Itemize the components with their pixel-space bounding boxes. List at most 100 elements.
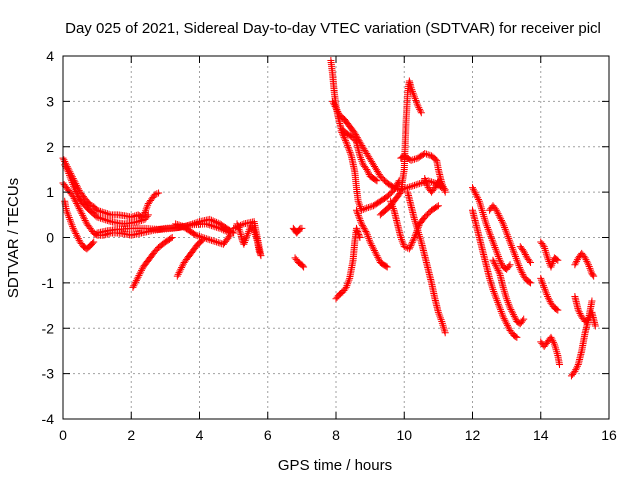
data-point: [354, 211, 362, 219]
data-point: [64, 168, 72, 176]
data-point: [474, 194, 482, 202]
data-point: [361, 205, 369, 213]
data-point: [74, 203, 82, 211]
data-point: [207, 236, 215, 244]
data-point: [521, 251, 529, 259]
data-point: [482, 220, 490, 228]
data-point: [504, 323, 512, 331]
data-point: [143, 203, 151, 211]
data-point: [241, 238, 249, 246]
data-point: [355, 137, 363, 145]
data-point: [499, 313, 507, 321]
data-point: [410, 93, 418, 101]
data-point: [508, 307, 516, 315]
data-point: [434, 202, 442, 210]
data-point: [175, 221, 183, 229]
data-point: [548, 261, 556, 269]
data-point: [470, 187, 478, 195]
data-point: [144, 211, 152, 219]
data-point: [235, 222, 243, 230]
data-point: [298, 224, 306, 232]
data-point: [130, 282, 138, 290]
data-point: [513, 333, 521, 341]
data-point: [71, 186, 79, 194]
data-point: [67, 175, 75, 183]
data-point: [497, 215, 505, 223]
data-point: [354, 197, 362, 205]
data-point: [214, 239, 222, 247]
data-point: [368, 241, 376, 249]
data-point: [433, 203, 441, 211]
data-point: [173, 272, 181, 280]
data-point: [469, 185, 477, 193]
data-point: [213, 238, 221, 246]
data-point: [393, 181, 401, 189]
data-point: [360, 224, 368, 232]
data-point: [493, 249, 501, 257]
series-arc-30: [571, 249, 598, 280]
data-point: [202, 235, 210, 243]
data-point: [405, 183, 413, 191]
data-point: [548, 259, 556, 267]
data-point: [571, 261, 579, 269]
x-tick-label: 0: [59, 427, 67, 443]
data-point: [538, 278, 546, 286]
data-point: [581, 254, 589, 262]
data-point: [583, 257, 591, 265]
data-point: [66, 173, 74, 181]
data-point: [517, 267, 525, 275]
data-point: [372, 250, 380, 258]
data-point: [191, 230, 199, 238]
data-point: [373, 252, 381, 260]
data-point: [330, 101, 338, 109]
data-point: [204, 235, 212, 243]
data-point: [408, 238, 416, 246]
data-point: [505, 234, 513, 242]
series-arc-11: [291, 254, 308, 271]
data-point: [364, 233, 372, 241]
data-point: [375, 255, 383, 263]
data-point: [492, 263, 500, 271]
data-point: [331, 102, 339, 110]
data-point: [137, 216, 145, 224]
data-point: [488, 236, 496, 244]
data-point: [440, 184, 448, 192]
data-point: [346, 148, 354, 156]
data-point: [213, 218, 221, 226]
data-point: [400, 243, 408, 251]
data-point: [65, 171, 73, 179]
data-point: [589, 271, 597, 279]
data-point: [352, 131, 360, 139]
data-point: [502, 227, 510, 235]
data-point: [590, 272, 598, 280]
data-point: [133, 275, 141, 283]
data-point: [556, 361, 564, 369]
data-point: [492, 245, 500, 253]
data-point: [503, 295, 511, 303]
data-point: [74, 201, 82, 209]
data-point: [363, 231, 371, 239]
data-point: [505, 302, 513, 310]
data-point: [345, 147, 353, 155]
data-point: [539, 280, 547, 288]
data-point: [412, 181, 420, 189]
data-point: [241, 237, 249, 245]
data-point: [416, 180, 424, 188]
data-point: [340, 133, 348, 141]
data-point: [539, 282, 547, 290]
data-point: [206, 236, 214, 244]
data-point: [410, 91, 418, 99]
data-point: [102, 209, 110, 217]
data-point: [511, 314, 519, 322]
data-point: [521, 249, 529, 257]
data-point: [137, 266, 145, 274]
data-point: [364, 203, 372, 211]
data-point: [407, 182, 415, 190]
data-point: [176, 267, 184, 275]
data-point: [411, 232, 419, 240]
data-point: [516, 265, 524, 273]
data-point: [507, 242, 515, 250]
data-point: [484, 224, 492, 232]
